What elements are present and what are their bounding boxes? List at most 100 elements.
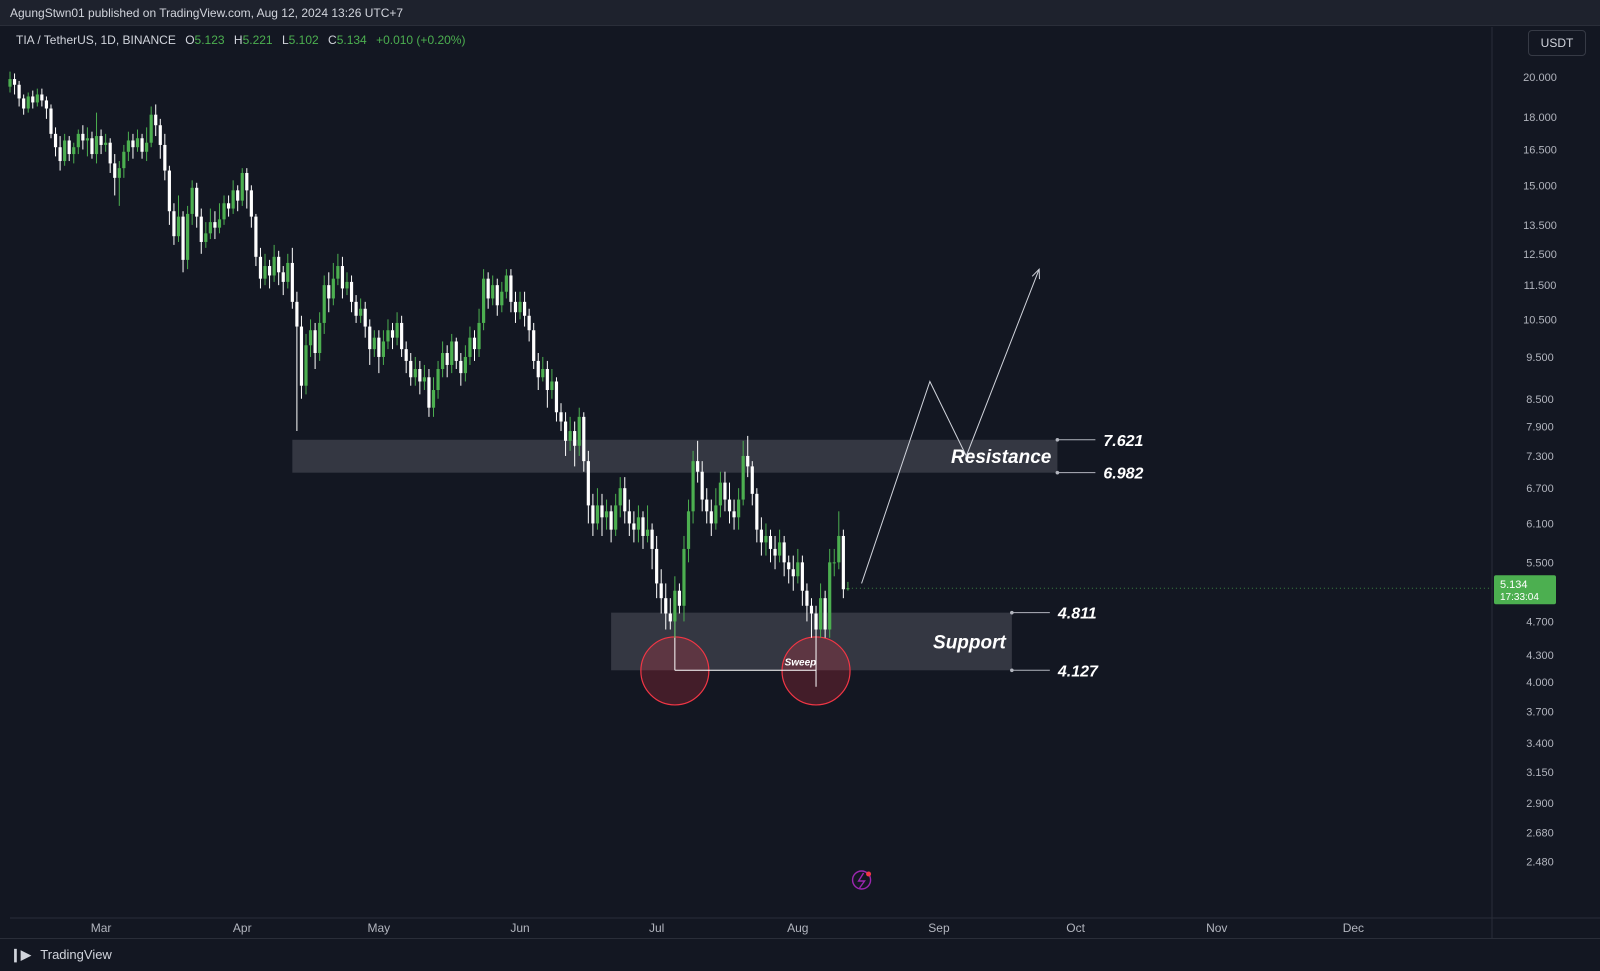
candle-body[interactable] <box>318 322 322 354</box>
candle-body[interactable] <box>277 256 281 273</box>
candle-body[interactable] <box>104 142 108 145</box>
candle-body[interactable] <box>686 511 691 549</box>
candle-body[interactable] <box>204 233 208 242</box>
candle-body[interactable] <box>632 523 636 530</box>
candle-body[interactable] <box>53 133 58 148</box>
candle-body[interactable] <box>527 315 531 331</box>
candle-body[interactable] <box>290 262 294 302</box>
candle-body[interactable] <box>217 219 222 228</box>
candle-body[interactable] <box>618 488 622 506</box>
candle-body[interactable] <box>582 416 586 462</box>
candle-body[interactable] <box>809 605 814 614</box>
candle-body[interactable] <box>149 114 153 143</box>
zone-anchor-dot[interactable] <box>1055 437 1060 442</box>
candle-body[interactable] <box>199 216 203 242</box>
candle-body[interactable] <box>472 337 477 350</box>
candle-body[interactable] <box>554 381 559 413</box>
candle-body[interactable] <box>99 136 103 145</box>
candle-body[interactable] <box>750 466 754 494</box>
candle-body[interactable] <box>340 266 345 289</box>
candle-body[interactable] <box>281 272 285 282</box>
candle-body[interactable] <box>518 301 522 313</box>
candle-body[interactable] <box>837 535 841 563</box>
candle-body[interactable] <box>167 170 171 212</box>
candle-body[interactable] <box>755 493 759 530</box>
candle-body[interactable] <box>390 330 395 338</box>
candle-body[interactable] <box>122 151 126 169</box>
candle-body[interactable] <box>746 455 750 467</box>
candle-body[interactable] <box>49 108 53 134</box>
candle-body[interactable] <box>158 125 162 145</box>
candle-body[interactable] <box>568 431 572 441</box>
candle-body[interactable] <box>468 337 472 357</box>
candle-body[interactable] <box>623 488 627 512</box>
candle-body[interactable] <box>295 301 299 327</box>
candle-body[interactable] <box>299 326 304 386</box>
candle-body[interactable] <box>814 613 818 630</box>
candle-body[interactable] <box>58 147 62 162</box>
candle-body[interactable] <box>732 511 736 518</box>
candle-body[interactable] <box>659 583 663 599</box>
candle-body[interactable] <box>63 140 67 162</box>
lightning-icon[interactable] <box>851 870 872 890</box>
symbol-name[interactable]: TIA / TetherUS, 1D, BINANCE <box>16 33 176 47</box>
candle-body[interactable] <box>176 216 181 237</box>
candle-body[interactable] <box>727 499 732 512</box>
zone-anchor-dot[interactable] <box>1010 610 1014 615</box>
candle-body[interactable] <box>609 511 613 530</box>
candle-body[interactable] <box>213 222 217 228</box>
candle-body[interactable] <box>463 356 467 374</box>
candle-body[interactable] <box>249 190 253 217</box>
candle-body[interactable] <box>163 144 167 171</box>
candle-body[interactable] <box>445 353 449 365</box>
candle-body[interactable] <box>673 590 677 622</box>
candle-body[interactable] <box>791 569 795 577</box>
candle-body[interactable] <box>345 281 349 289</box>
candle-body[interactable] <box>846 588 850 590</box>
candle-body[interactable] <box>422 377 426 382</box>
candle-body[interactable] <box>796 562 800 577</box>
candle-body[interactable] <box>267 266 272 276</box>
candle-body[interactable] <box>691 461 695 512</box>
candle-body[interactable] <box>90 138 94 155</box>
candle-body[interactable] <box>614 505 618 530</box>
candle-body[interactable] <box>44 100 49 109</box>
brand-name[interactable]: TradingView <box>40 947 112 962</box>
candle-body[interactable] <box>550 381 554 391</box>
candle-body[interactable] <box>522 301 527 316</box>
candle-body[interactable] <box>541 369 545 378</box>
candle-body[interactable] <box>31 96 35 103</box>
candle-body[interactable] <box>504 275 508 292</box>
candle-body[interactable] <box>778 542 782 556</box>
zone-anchor-dot[interactable] <box>1010 668 1014 673</box>
zone-anchor-dot[interactable] <box>1055 470 1060 475</box>
candle-body[interactable] <box>381 341 386 357</box>
last-price-tag[interactable] <box>1494 575 1556 605</box>
candle-body[interactable] <box>586 461 590 506</box>
candle-body[interactable] <box>450 341 454 365</box>
candle-body[interactable] <box>368 326 372 350</box>
candle-body[interactable] <box>208 222 212 234</box>
candle-body[interactable] <box>486 278 490 299</box>
candle-body[interactable] <box>254 216 258 257</box>
candle-body[interactable] <box>236 190 240 201</box>
candle-body[interactable] <box>377 337 381 357</box>
candle-body[interactable] <box>636 517 641 530</box>
candle-body[interactable] <box>741 455 745 500</box>
candle-body[interactable] <box>563 421 568 441</box>
candle-body[interactable] <box>577 416 581 446</box>
candle-body[interactable] <box>491 285 495 299</box>
candle-body[interactable] <box>545 369 549 391</box>
candle-body[interactable] <box>418 369 422 382</box>
candle-body[interactable] <box>81 133 85 141</box>
candle-body[interactable] <box>800 562 804 591</box>
candle-body[interactable] <box>409 360 413 378</box>
candle-body[interactable] <box>35 94 39 103</box>
candle-body[interactable] <box>591 505 595 524</box>
candle-body[interactable] <box>395 322 399 338</box>
candle-body[interactable] <box>532 330 536 361</box>
candle-body[interactable] <box>664 598 668 614</box>
chart-area[interactable] <box>10 27 1590 937</box>
candle-body[interactable] <box>436 369 440 391</box>
